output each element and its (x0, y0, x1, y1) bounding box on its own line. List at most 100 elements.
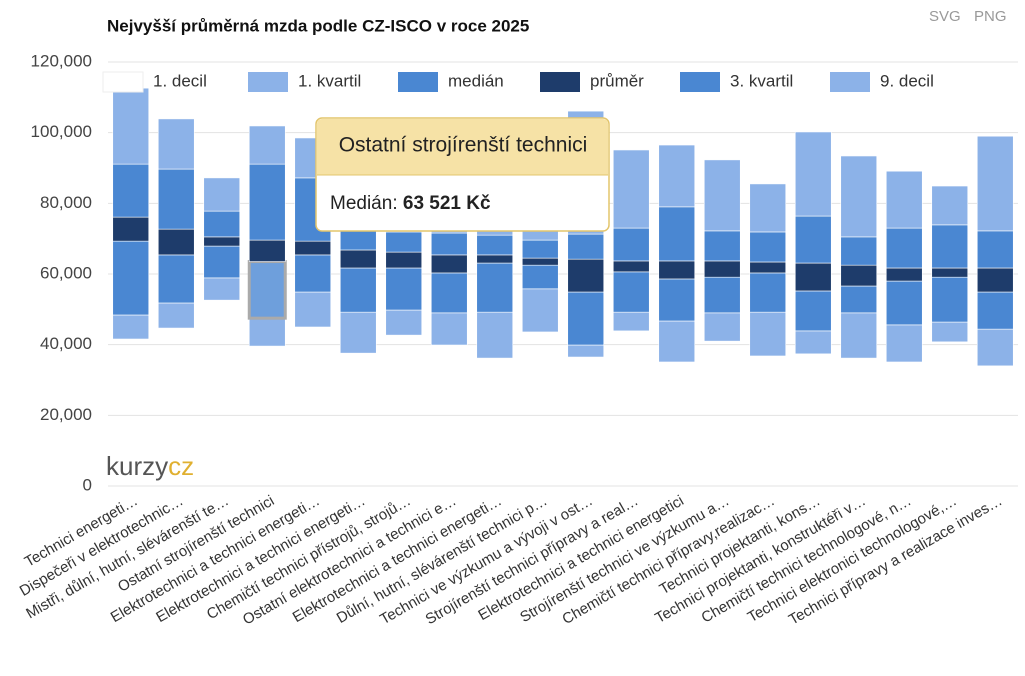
bar-segment (658, 320, 696, 363)
bar-segment (112, 216, 150, 242)
bar-segment (112, 163, 150, 218)
bar-segment (476, 311, 514, 359)
bar-segment (612, 260, 650, 273)
bar-segment (476, 262, 514, 313)
bar-segment (658, 206, 696, 262)
y-tick-label: 60,000 (40, 263, 92, 282)
bar-segment (294, 291, 332, 328)
bar-segment (931, 276, 969, 323)
bar-segment (749, 183, 787, 233)
bar-segment (749, 261, 787, 274)
y-tick-label: 80,000 (40, 193, 92, 212)
bar-segment (157, 302, 195, 329)
bar-segment (339, 311, 377, 354)
bar-segment (385, 309, 423, 336)
bar-segment (203, 177, 241, 212)
bar-segment (976, 230, 1014, 269)
bar-segment (294, 240, 332, 256)
tooltip-header (317, 119, 608, 175)
bar-segment (567, 233, 605, 260)
bar-segment (476, 234, 514, 256)
bar-segment (385, 231, 423, 253)
bar-segment (703, 230, 741, 262)
bar-segment (157, 118, 195, 170)
legend-swatch (248, 72, 288, 92)
bar-segment (840, 155, 878, 238)
bar-segment (157, 168, 195, 230)
y-tick-label: 100,000 (31, 122, 92, 141)
tooltip: Ostatní strojírenští technici Medián: 63… (315, 117, 610, 232)
export-png[interactable]: PNG (974, 8, 1007, 25)
bar-segment (749, 231, 787, 263)
bar-segment (976, 328, 1014, 367)
bar-segment (612, 227, 650, 262)
bar-segment (476, 254, 514, 264)
y-tick-label: 40,000 (40, 334, 92, 353)
bar-segment (976, 267, 1014, 293)
bar-segment (931, 267, 969, 278)
bar-segment (248, 239, 286, 262)
bar-segment (157, 254, 195, 304)
bar-segment (339, 249, 377, 269)
bar-segment (703, 276, 741, 314)
bar-segment (247, 260, 287, 320)
export-svg[interactable]: SVG (929, 8, 961, 25)
bar-segment (157, 228, 195, 256)
bar-segment (931, 185, 969, 226)
y-tick-label: 120,000 (31, 51, 92, 70)
legend-label: 1. kvartil (298, 71, 361, 90)
bar-segment (430, 312, 468, 346)
bar-segment (339, 267, 377, 313)
bar-segment (794, 262, 832, 292)
logo-part: kurzy (106, 451, 168, 481)
bar-segment (703, 159, 741, 232)
bar-segment (794, 330, 832, 355)
bar-segment (430, 232, 468, 256)
legend-swatch (398, 72, 438, 92)
bar-segment (840, 312, 878, 359)
bar-segment (112, 240, 150, 316)
bar-segment (885, 280, 923, 326)
bar-segment (703, 312, 741, 342)
legend-swatch (830, 72, 870, 92)
bar-segment (521, 239, 559, 259)
bar-segment (885, 267, 923, 282)
bar-segment (112, 87, 150, 165)
bar-segment (794, 290, 832, 332)
legend-swatch (102, 71, 144, 93)
bar-segment (931, 224, 969, 269)
bar-segment (430, 272, 468, 314)
bar-segment (521, 264, 559, 290)
bar-segment (203, 236, 241, 247)
bar-segment (749, 311, 787, 357)
bar-segment (248, 317, 286, 347)
bar-segment (294, 254, 332, 293)
bar-segment (658, 260, 696, 280)
bar-segment (794, 215, 832, 264)
tooltip-title: Ostatní strojírenští technici (339, 134, 588, 157)
legend-label: 3. kvartil (730, 71, 793, 90)
legend-label: průměr (590, 71, 644, 90)
bar-segment (658, 278, 696, 322)
bar-segment (931, 321, 969, 343)
bar-segment (885, 227, 923, 269)
bar-segment (703, 260, 741, 278)
bar-segment (203, 277, 241, 301)
tooltip-label: Medián: (330, 193, 398, 214)
bar-segment (203, 245, 241, 279)
bar-segment (521, 288, 559, 333)
bar-segment (612, 271, 650, 313)
bar-segment (248, 125, 286, 165)
bar-segment (840, 285, 878, 314)
legend-label: 1. decil (153, 71, 207, 90)
y-tick-label: 0 (83, 475, 92, 494)
logo: kurzycz (106, 451, 194, 481)
bar-segment (840, 236, 878, 266)
bar-segment (248, 163, 286, 241)
legend-swatch (680, 72, 720, 92)
bar-segment (976, 291, 1014, 330)
bar-segment (612, 311, 650, 332)
bar-segment (885, 170, 923, 229)
logo-part: cz (168, 451, 194, 481)
bar-segment (567, 258, 605, 293)
